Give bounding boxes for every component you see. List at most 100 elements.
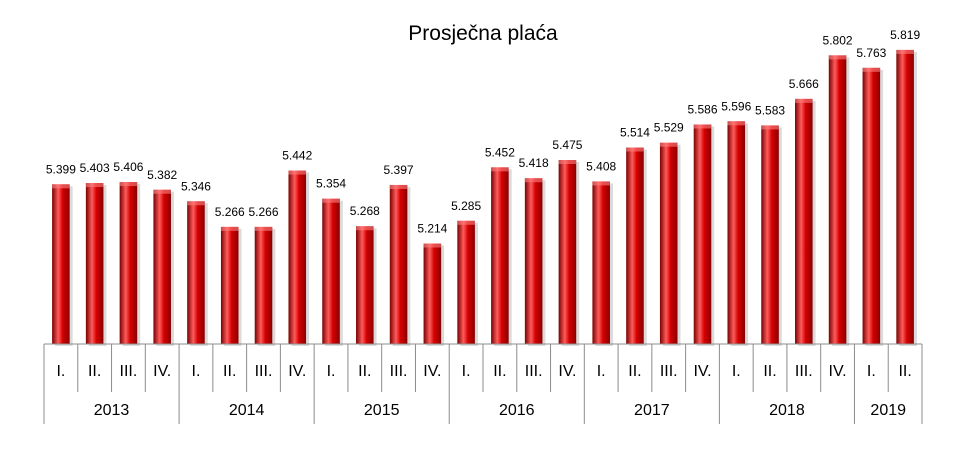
bar-cap	[524, 178, 543, 183]
bar-cap	[356, 226, 374, 231]
bar	[693, 124, 712, 344]
bar	[795, 98, 813, 344]
bar-cap	[119, 182, 138, 187]
quarter-label: I.	[56, 363, 65, 380]
bar	[896, 49, 914, 345]
quarter-label: I.	[327, 363, 336, 380]
bar-cap	[828, 55, 847, 60]
data-label: 5.403	[80, 161, 110, 175]
year-label: 2017	[634, 402, 670, 419]
bar-cap	[761, 125, 779, 130]
data-label: 5.442	[282, 149, 312, 163]
quarter-label: III.	[525, 363, 543, 380]
bar	[288, 170, 307, 344]
bar	[356, 226, 374, 344]
bar-cap	[693, 124, 712, 129]
bar-cap	[626, 147, 644, 152]
quarter-label: I.	[597, 363, 606, 380]
bar-cap	[423, 243, 442, 248]
data-label: 5.819	[890, 28, 920, 42]
bar	[491, 167, 509, 344]
data-label: 5.266	[215, 205, 245, 219]
quarter-label: II.	[898, 363, 911, 380]
bar	[52, 184, 70, 344]
data-label: 5.452	[485, 145, 515, 159]
bar	[862, 67, 881, 344]
year-label: 2019	[870, 402, 906, 419]
data-label: 5.268	[350, 204, 380, 218]
bar	[457, 220, 475, 344]
bar	[423, 243, 442, 344]
bar-cap	[220, 226, 239, 231]
bar-cap	[896, 49, 914, 54]
bar	[727, 121, 746, 344]
data-label: 5.214	[417, 222, 447, 236]
quarter-label: IV.	[153, 363, 171, 380]
bar-cap	[491, 167, 509, 172]
quarter-label: IV.	[693, 363, 711, 380]
data-label: 5.397	[384, 163, 414, 177]
bar-cap	[862, 67, 881, 72]
bar-cap	[52, 184, 70, 189]
bar-cap	[727, 121, 746, 126]
bar-cap	[322, 198, 340, 203]
data-label: 5.514	[620, 126, 650, 140]
bar	[626, 147, 644, 344]
quarter-label: IV.	[558, 363, 576, 380]
quarter-label: II.	[358, 363, 371, 380]
bar	[558, 160, 577, 344]
bar-cap	[85, 183, 104, 188]
year-label: 2018	[769, 402, 805, 419]
data-label: 5.406	[113, 160, 143, 174]
bar	[389, 184, 408, 344]
bar-cap	[558, 160, 577, 164]
quarter-label: II.	[223, 363, 236, 380]
data-label: 5.285	[451, 199, 481, 213]
quarter-label: III.	[390, 363, 408, 380]
data-label: 5.266	[248, 205, 278, 219]
quarter-label: III.	[120, 363, 138, 380]
quarter-label: I.	[732, 363, 741, 380]
year-label: 2015	[364, 402, 400, 419]
year-label: 2014	[229, 402, 265, 419]
bar-cap	[389, 184, 408, 189]
data-label: 5.382	[147, 168, 177, 182]
data-label: 5.399	[46, 162, 76, 176]
data-label: 5.475	[552, 138, 582, 152]
data-label: 5.418	[519, 156, 549, 170]
bar	[85, 183, 104, 344]
bar	[187, 201, 205, 344]
bar	[828, 55, 847, 345]
bar-cap	[254, 226, 273, 231]
chart-title: Prosječna plaća	[408, 22, 558, 45]
bars-layer: 5.399 5.403 5.406 5.382 5.346 5.266 5.266 5.442…	[46, 28, 920, 347]
bar	[761, 125, 779, 344]
data-label: 5.354	[316, 177, 346, 191]
data-label: 5.802	[823, 33, 853, 47]
quarter-label: IV.	[288, 363, 306, 380]
bar	[524, 178, 543, 344]
bar	[153, 189, 171, 344]
quarter-label: II.	[88, 363, 101, 380]
bar-cap	[795, 98, 813, 103]
bar	[322, 198, 340, 344]
data-label: 5.763	[856, 46, 886, 60]
quarter-label: II.	[628, 363, 641, 380]
bar	[659, 142, 678, 344]
bar	[592, 181, 610, 344]
quarter-label: IV.	[423, 363, 441, 380]
data-label: 5.408	[586, 159, 616, 173]
bar-cap	[592, 181, 610, 186]
data-label: 5.583	[755, 103, 785, 117]
quarter-label: II.	[763, 363, 776, 380]
quarter-label: III.	[660, 363, 678, 380]
bar-cap	[659, 142, 678, 147]
data-label: 5.346	[181, 179, 211, 193]
bar	[254, 226, 273, 344]
data-label: 5.596	[721, 99, 751, 113]
data-label: 5.529	[654, 121, 684, 135]
quarter-label: III.	[795, 363, 813, 380]
quarter-label: I.	[192, 363, 201, 380]
data-label: 5.666	[789, 77, 819, 91]
bar-cap	[288, 170, 307, 175]
